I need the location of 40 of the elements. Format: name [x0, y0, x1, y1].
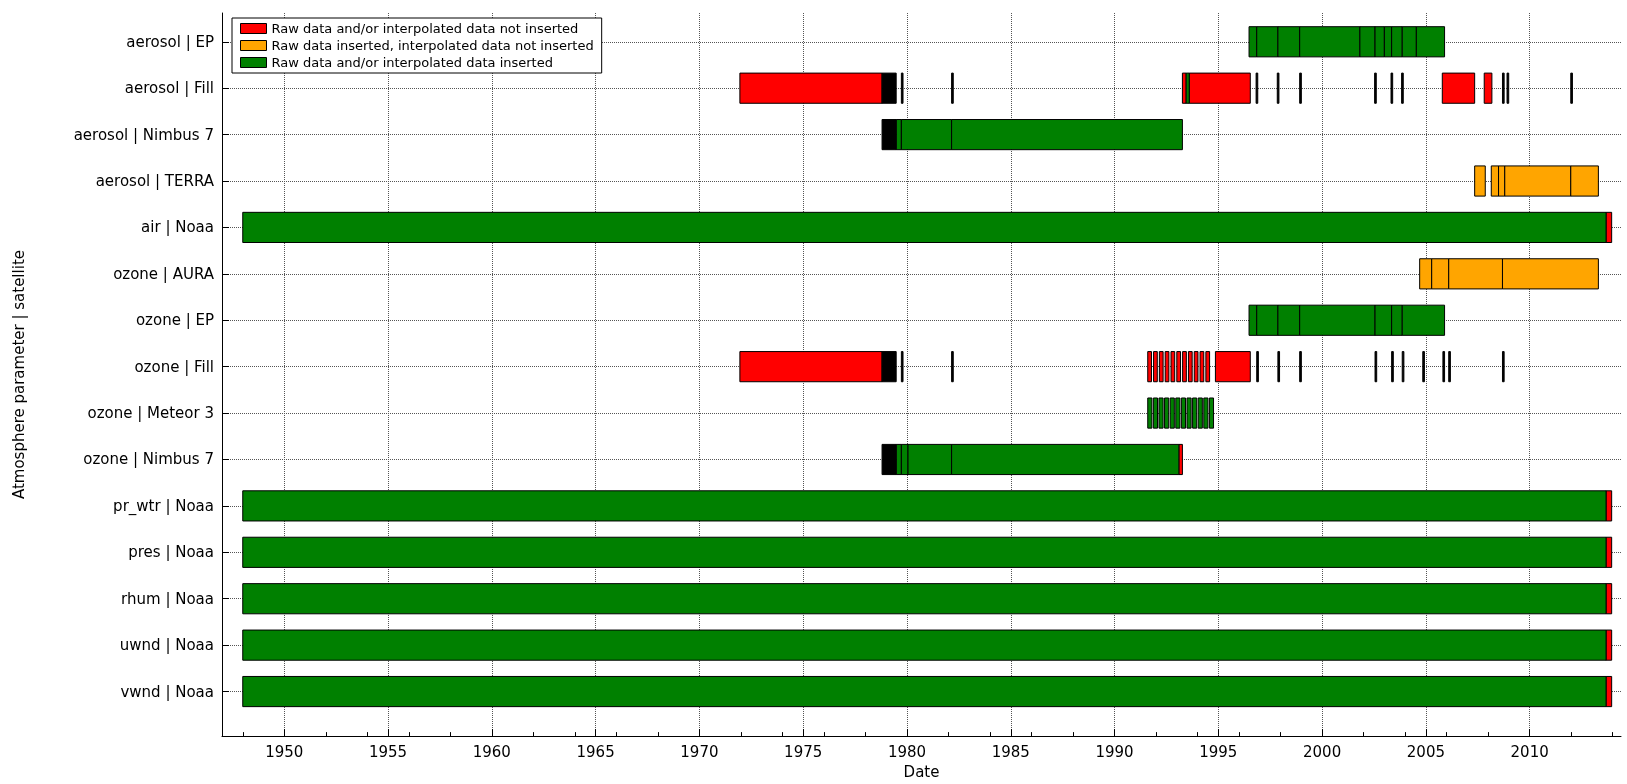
y-tick-label: aerosol | TERRA: [95, 172, 215, 191]
y-tick-label: uwnd | Noaa: [119, 636, 214, 655]
y-tick-label: rhum | Noaa: [121, 589, 214, 608]
x-tick-label: 2000: [1303, 742, 1342, 761]
y-tick-label: pr_wtr | Noaa: [113, 496, 214, 516]
legend-label: Raw data and/or interpolated data not inserted: [271, 21, 579, 36]
bar: [1474, 165, 1486, 197]
legend-label: Raw data inserted, interpolated data not inserted: [271, 38, 594, 53]
x-tick-label: 1990: [1095, 742, 1134, 761]
y-tick-label: ozone | Nimbus 7: [83, 450, 214, 469]
y-tick-label: aerosol | EP: [126, 32, 214, 51]
x-tick-label: 1995: [1199, 742, 1238, 761]
x-tick-label: 2005: [1406, 742, 1445, 761]
y-tick-label: ozone | Fill: [134, 357, 214, 376]
x-tick-label: 1970: [680, 742, 719, 761]
y-tick-label: ozone | Meteor 3: [87, 404, 214, 423]
bar: [1214, 351, 1251, 383]
y-axis-title: Atmosphere parameter | satellite: [9, 250, 28, 500]
y-tick-label: pres | Noaa: [128, 543, 214, 562]
y-tick-label: vwnd | Noaa: [120, 682, 214, 701]
x-axis-title: Date: [903, 762, 940, 781]
bar: [881, 119, 897, 151]
y-tick-label: ozone | AURA: [113, 264, 215, 283]
y-tick-label: aerosol | Fill: [124, 79, 214, 98]
x-tick-label: 1965: [576, 742, 615, 761]
x-tick-label: 1955: [368, 742, 408, 761]
y-tick-label: aerosol | Nimbus 7: [73, 125, 214, 144]
bar: [1188, 72, 1251, 104]
x-tick-label: 1950: [265, 742, 304, 761]
bar: [1483, 72, 1493, 104]
bar: [881, 443, 897, 476]
x-tick-label: 2010: [1510, 742, 1549, 761]
x-tick-label: 1980: [887, 742, 927, 761]
bar: [1441, 72, 1476, 104]
x-tick-label: 1975: [784, 742, 823, 761]
x-tick-label: 1985: [991, 742, 1030, 761]
y-tick-label: air | Noaa: [141, 218, 214, 237]
x-tick-label: 1960: [472, 742, 511, 761]
y-tick-label: ozone | EP: [135, 311, 214, 330]
legend-label: Raw data and/or interpolated data inserted: [271, 55, 553, 70]
